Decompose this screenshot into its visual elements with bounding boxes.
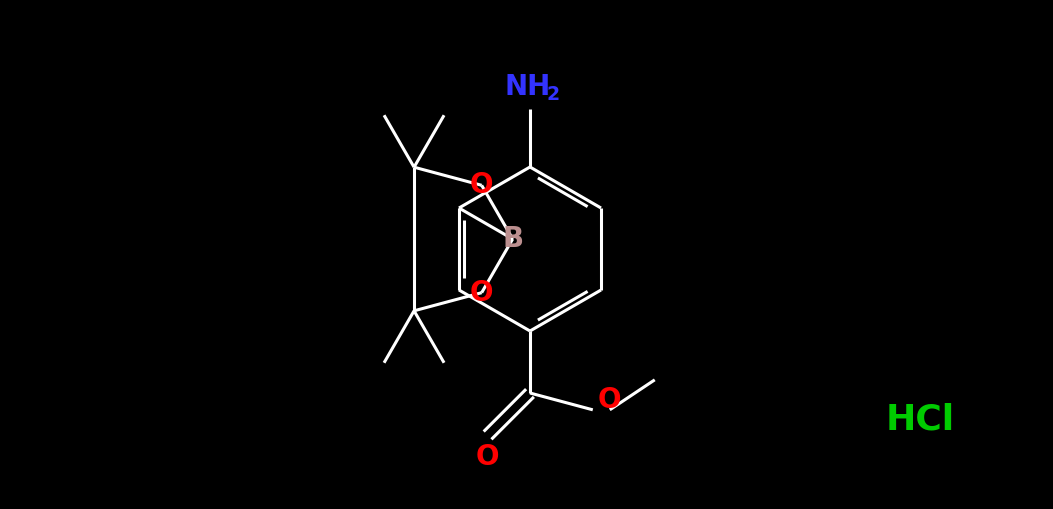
Text: O: O <box>476 443 499 471</box>
Text: NH: NH <box>504 73 551 101</box>
Text: HCl: HCl <box>886 402 955 436</box>
Text: B: B <box>502 225 523 253</box>
Text: O: O <box>470 279 494 307</box>
Text: O: O <box>598 386 621 414</box>
Text: O: O <box>470 172 494 200</box>
Text: 2: 2 <box>547 86 560 104</box>
